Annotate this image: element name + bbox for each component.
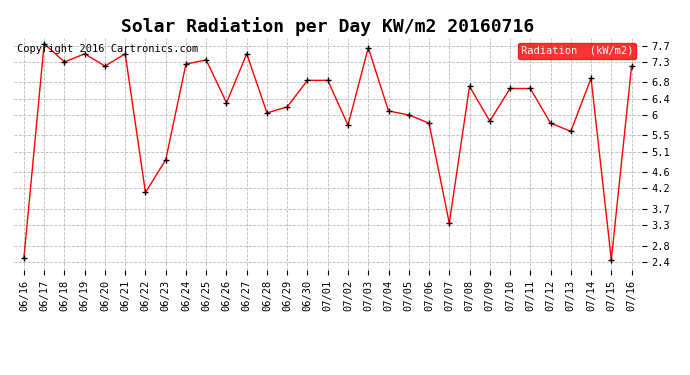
Legend: Radiation  (kW/m2): Radiation (kW/m2) — [518, 43, 636, 59]
Text: Copyright 2016 Cartronics.com: Copyright 2016 Cartronics.com — [17, 45, 198, 54]
Title: Solar Radiation per Day KW/m2 20160716: Solar Radiation per Day KW/m2 20160716 — [121, 17, 534, 36]
